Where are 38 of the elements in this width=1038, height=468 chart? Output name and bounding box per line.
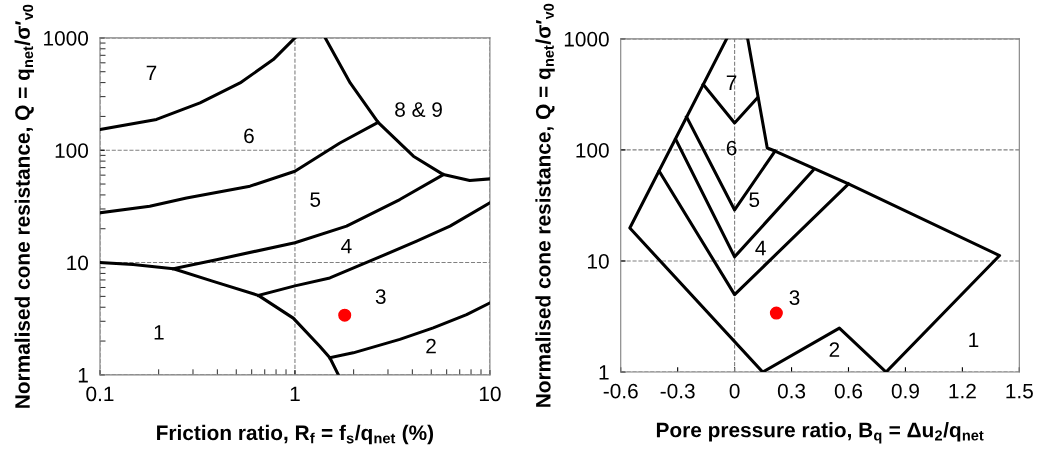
y-tick-label: 100 — [55, 143, 89, 158]
x-tick-label: 0.3 — [777, 383, 806, 399]
annotation: 8 & 9 — [395, 102, 442, 117]
annotation: 4 — [755, 240, 766, 256]
y-axis-title: Normalised cone resistance, Q = q$_{net}$/σ′$_{v0}$ — [14, 4, 35, 408]
x-tick-label: 0 — [729, 383, 740, 399]
y-tick-label: 100 — [576, 142, 609, 158]
annotation: 5 — [749, 192, 760, 208]
annotation: 2 — [426, 338, 436, 354]
x-tick-label: 0.9 — [891, 383, 919, 399]
x-tick-label: -0.6 — [603, 383, 638, 399]
y-tick-label: 1 — [599, 365, 609, 380]
annotation: 5 — [310, 192, 321, 207]
y-tick-label: 1 — [78, 368, 88, 383]
y-tick-label: 10 — [67, 255, 89, 271]
y-tick-label: 10 — [588, 253, 609, 269]
x-tick-label: -0.3 — [660, 383, 695, 399]
annotation: 1 — [969, 332, 979, 348]
x-tick-label: 0.1 — [86, 386, 114, 402]
annotation: 2 — [829, 342, 840, 357]
y-tick-label: 1000 — [44, 30, 89, 46]
annotation: 3 — [375, 289, 386, 304]
annotation: 4 — [341, 238, 352, 254]
annotation: 7 — [146, 65, 157, 81]
y-tick-label: 1000 — [564, 31, 609, 47]
x-tick-label: 10 — [479, 386, 501, 402]
x-tick-label: 1.2 — [949, 383, 976, 399]
annotation: 1 — [154, 325, 164, 340]
x-tick-label: 1.5 — [1006, 383, 1033, 399]
y-axis-title: Normalised cone resistance, Q = q$_{net}$/σ′$_{v0}$ — [535, 3, 555, 407]
x-axis-title: Pore pressure ratio, B$_{q}$ = Δu$_{2}$/q$_{net}$ — [656, 422, 984, 444]
x-tick-label: 0.6 — [834, 383, 863, 399]
annotation: 3 — [789, 290, 800, 306]
x-axis-title: Friction ratio, R$_{f}$ = f$_{s}$/q$_{net}$ (%) — [157, 424, 434, 445]
annotation: 7 — [726, 75, 737, 90]
annotation: 6 — [726, 140, 737, 156]
x-tick-label: 1 — [290, 386, 300, 402]
annotation: 6 — [244, 128, 254, 144]
